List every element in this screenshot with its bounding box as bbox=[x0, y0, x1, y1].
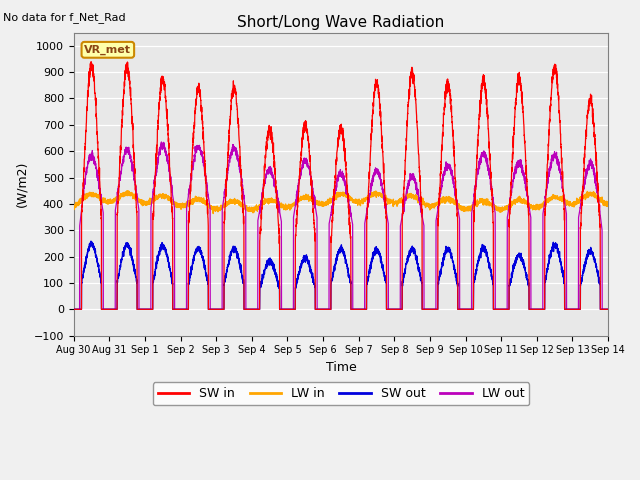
LW out bbox=[70, 306, 77, 312]
LW in bbox=[124, 188, 131, 193]
SW in bbox=[604, 306, 612, 312]
SW out bbox=[87, 238, 95, 244]
LW in bbox=[250, 207, 257, 213]
Text: VR_met: VR_met bbox=[84, 45, 131, 55]
SW out bbox=[483, 251, 491, 257]
SW in bbox=[127, 93, 134, 99]
LW out bbox=[157, 139, 165, 145]
X-axis label: Time: Time bbox=[326, 361, 356, 374]
Text: No data for f_Net_Rad: No data for f_Net_Rad bbox=[3, 12, 126, 23]
SW in bbox=[440, 107, 448, 112]
SW out bbox=[440, 254, 448, 260]
LW out bbox=[604, 306, 612, 312]
LW out bbox=[328, 205, 335, 211]
Title: Short/Long Wave Radiation: Short/Long Wave Radiation bbox=[237, 15, 445, 30]
SW out bbox=[134, 306, 142, 312]
SW in bbox=[134, 306, 142, 312]
LW in bbox=[134, 196, 142, 202]
Legend: SW in, LW in, SW out, LW out: SW in, LW in, SW out, LW out bbox=[152, 382, 529, 405]
LW in bbox=[483, 200, 491, 205]
LW out bbox=[440, 168, 448, 174]
LW in bbox=[440, 197, 448, 203]
SW in bbox=[250, 306, 257, 312]
SW out bbox=[250, 306, 257, 312]
LW in bbox=[209, 211, 217, 216]
Line: LW in: LW in bbox=[74, 191, 608, 214]
LW out bbox=[127, 153, 134, 159]
SW out bbox=[328, 278, 335, 284]
LW in bbox=[70, 203, 77, 208]
SW in bbox=[70, 306, 77, 312]
SW in bbox=[328, 233, 335, 239]
LW out bbox=[483, 159, 491, 165]
Line: SW out: SW out bbox=[74, 241, 608, 309]
LW out bbox=[134, 202, 142, 208]
LW out bbox=[250, 306, 257, 312]
LW in bbox=[604, 204, 612, 209]
Y-axis label: (W/m2): (W/m2) bbox=[15, 161, 28, 207]
SW in bbox=[483, 102, 491, 108]
SW out bbox=[70, 306, 77, 312]
SW in bbox=[87, 59, 95, 65]
LW in bbox=[127, 190, 134, 196]
SW out bbox=[604, 306, 612, 312]
Line: SW in: SW in bbox=[74, 62, 608, 309]
Line: LW out: LW out bbox=[74, 142, 608, 309]
LW in bbox=[328, 199, 335, 205]
SW out bbox=[127, 248, 134, 253]
